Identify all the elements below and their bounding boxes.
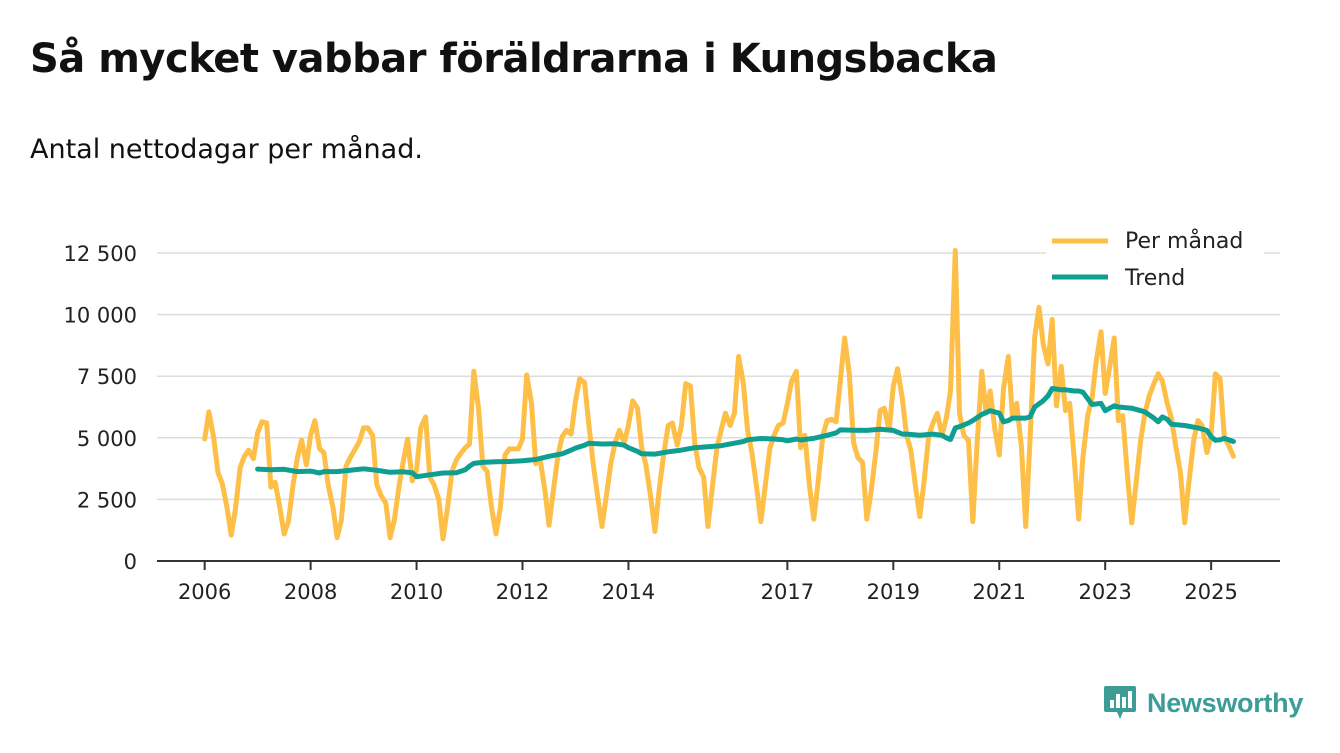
- x-tick-label: 2019: [867, 580, 920, 604]
- x-tick-label: 2014: [602, 580, 655, 604]
- series-lines: [202, 248, 1236, 542]
- chart-title: Så mycket vabbar föräldrarna i Kungsback…: [30, 36, 998, 82]
- y-tick-label: 10 000: [64, 304, 137, 328]
- y-tick-label: 12 500: [64, 242, 137, 266]
- y-tick-label: 5 000: [77, 427, 137, 451]
- x-tick-label: 2010: [390, 580, 443, 604]
- legend-background: [1046, 222, 1264, 300]
- y-tick-label: 0: [124, 550, 137, 574]
- x-tick-label: 2021: [973, 580, 1026, 604]
- x-tick-label: 2012: [496, 580, 549, 604]
- y-tick-label: 2 500: [77, 488, 137, 512]
- newsworthy-logo-text: Newsworthy: [1147, 687, 1304, 718]
- x-tick-label: 2006: [178, 580, 231, 604]
- x-tick-label: 2008: [284, 580, 337, 604]
- x-axis-ticks: 2006 2008 2010 2012 2014 2017 2019 2021 2023 2025: [178, 561, 1238, 604]
- newsworthy-logo-icon: [1104, 686, 1136, 719]
- x-tick-label: 2017: [761, 580, 814, 604]
- series-line-per-manad: [202, 248, 1236, 542]
- y-axis-ticks: 0 2 500 5 000 7 500 10 000 12 500: [64, 242, 137, 574]
- legend-label-trend: Trend: [1124, 266, 1185, 291]
- y-tick-label: 7 500: [77, 365, 137, 389]
- series-line-trend: [255, 386, 1236, 480]
- newsworthy-logo[interactable]: Newsworthy: [1103, 684, 1303, 722]
- x-tick-label: 2023: [1078, 580, 1131, 604]
- legend-label-per-manad: Per månad: [1125, 228, 1243, 254]
- chart-subtitle: Antal nettodagar per månad.: [30, 134, 423, 165]
- x-tick-label: 2025: [1184, 580, 1237, 604]
- legend: Per månad Trend: [1046, 222, 1264, 300]
